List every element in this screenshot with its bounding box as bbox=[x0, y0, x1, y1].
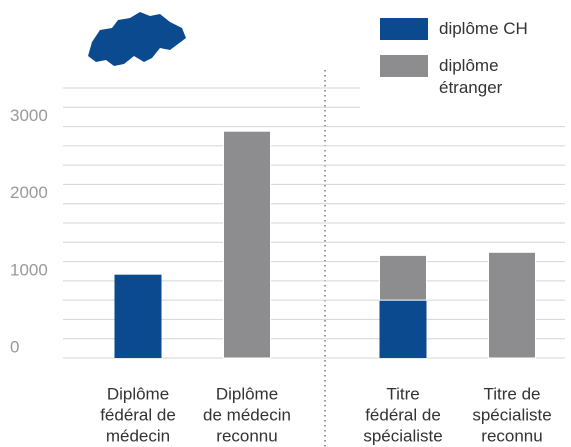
x-tick-label: reconnu bbox=[216, 426, 277, 445]
legend-swatch bbox=[380, 18, 428, 40]
bar-segment bbox=[114, 274, 162, 358]
y-tick-label: 3000 bbox=[10, 106, 48, 125]
legend-item: diplôme CH bbox=[380, 18, 539, 40]
switzerland-map bbox=[88, 12, 186, 66]
x-tick-label: Titre bbox=[386, 384, 419, 403]
x-tick-label: Titre de bbox=[483, 384, 540, 403]
x-tick-label: reconnu bbox=[481, 426, 542, 445]
legend-swatch bbox=[380, 55, 428, 77]
bar-segment bbox=[379, 300, 427, 358]
y-tick-label: 0 bbox=[10, 337, 19, 356]
bar-segment bbox=[379, 254, 427, 301]
x-tick-label: Diplôme bbox=[216, 384, 278, 403]
x-tick-label: médecin bbox=[106, 426, 170, 445]
x-tick-label: de médecin bbox=[203, 405, 291, 424]
legend-item: diplôme étranger bbox=[380, 55, 539, 99]
y-tick-label: 2000 bbox=[10, 183, 48, 202]
bar-segment bbox=[488, 251, 536, 359]
x-tick-label: fédéral de bbox=[100, 405, 176, 424]
legend-label: diplôme CH bbox=[439, 19, 528, 38]
legend-label: diplôme étranger bbox=[439, 56, 503, 97]
x-tick-label: spécialiste bbox=[363, 426, 442, 445]
x-tick-label: Diplôme bbox=[107, 384, 169, 403]
x-tick-label: fédéral de bbox=[365, 405, 441, 424]
bar-segment bbox=[223, 130, 271, 359]
x-tick-label: spécialiste bbox=[472, 405, 551, 424]
y-tick-label: 1000 bbox=[10, 260, 48, 279]
